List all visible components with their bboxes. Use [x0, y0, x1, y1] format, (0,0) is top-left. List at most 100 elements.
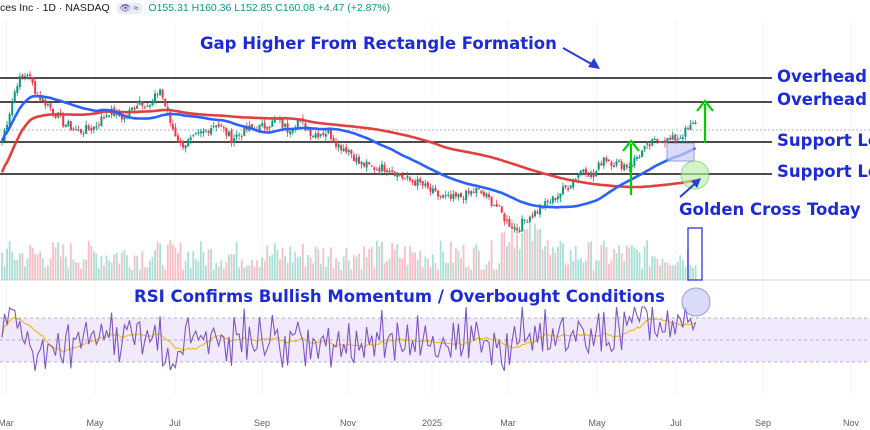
volume-bar [600, 245, 603, 280]
gap-annotation: Gap Higher From Rectangle Formation [200, 34, 557, 53]
candle-body [648, 144, 651, 147]
volume-bar [39, 251, 42, 280]
candle-body [556, 196, 559, 200]
volume-bar [615, 253, 618, 280]
candle-body [505, 219, 508, 221]
volume-bar [294, 251, 297, 280]
candle-body [500, 206, 503, 213]
candle-body [174, 127, 177, 137]
candle-body [391, 170, 394, 172]
volume-bar [350, 269, 353, 280]
volume-bar [467, 265, 470, 280]
volume-bar [34, 254, 37, 280]
candle-body [138, 100, 141, 105]
candle-body [396, 172, 399, 178]
candle-body [324, 134, 327, 137]
volume-bar [164, 269, 167, 280]
candle-body [686, 127, 689, 129]
volume-bar [659, 265, 661, 280]
volume-bar [253, 266, 256, 280]
volume-bar [21, 252, 24, 280]
volume-bar [416, 259, 419, 280]
volume-bar [75, 262, 77, 280]
rsi-line [1, 306, 697, 372]
volume-bar [490, 240, 493, 280]
volume-bar [24, 266, 26, 280]
candle-body [39, 95, 42, 101]
volume-bar [85, 259, 88, 280]
volume-bar [18, 253, 21, 280]
candle-body [653, 138, 656, 140]
volume-bar [217, 266, 220, 280]
candle-body [23, 76, 26, 78]
candle-body [11, 102, 14, 116]
volume-bar [541, 249, 544, 280]
candle-body [156, 94, 159, 96]
candle-body [533, 210, 536, 217]
volume-bar [202, 252, 205, 280]
volume-bar [477, 250, 480, 280]
candle-body [370, 165, 373, 167]
volume-bar [307, 255, 309, 280]
candle-body [210, 128, 213, 135]
candle-body [314, 133, 317, 138]
volume-bar [363, 246, 365, 280]
candle-body [225, 127, 228, 136]
candle-body [508, 218, 511, 227]
volume-bar [692, 267, 694, 280]
volume-bar [633, 247, 636, 280]
volume-bar [141, 251, 144, 280]
candle-body [646, 143, 649, 145]
ohlc-change: +4.47 (+2.87%) [317, 2, 391, 14]
volume-bar [442, 251, 445, 280]
volume-bar [426, 258, 429, 280]
symbol-name[interactable]: ces Inc · 1D · NASDAQ [0, 2, 110, 14]
candle-body [526, 221, 529, 223]
volume-bar [429, 267, 432, 280]
candle-body [171, 123, 174, 129]
volume-bar [610, 259, 613, 280]
volume-bar [44, 267, 47, 280]
candle-body [597, 162, 600, 170]
volume-bar [108, 260, 110, 280]
volume-bar [261, 257, 263, 280]
candle-body [164, 98, 167, 107]
volume-bar [207, 249, 210, 280]
volume-bar [189, 268, 192, 280]
volume-bar [64, 256, 67, 280]
volume-bar [528, 221, 531, 280]
candle-body [212, 125, 215, 127]
volume-bar [16, 259, 19, 280]
candle-body [67, 121, 70, 126]
volume-bar [595, 260, 598, 280]
candle-body [26, 75, 29, 77]
volume-bar [312, 263, 314, 280]
volume-bar [192, 251, 195, 280]
candle-body [523, 220, 526, 222]
eye-icon[interactable]: 👁 ≈ [116, 3, 142, 14]
candle-body [105, 115, 108, 117]
volume-bar [500, 233, 503, 280]
volume-bar [174, 247, 177, 280]
volume-bar [559, 240, 562, 280]
volume-bar [263, 260, 266, 280]
volume-bar [289, 246, 292, 280]
candle-body [217, 124, 220, 127]
candle-body [572, 179, 575, 188]
candle-body [332, 137, 335, 142]
candle-body [197, 132, 200, 134]
volume-bar [3, 266, 6, 280]
volume-bar [251, 260, 253, 280]
candle-body [368, 162, 371, 165]
volume-bar [82, 259, 85, 280]
volume-bar [156, 241, 159, 280]
volume-bar [513, 247, 516, 280]
candle-body [462, 198, 465, 200]
volume-bar [437, 269, 439, 280]
candle-body [569, 186, 572, 189]
volume-bar [126, 255, 128, 280]
candle-body [434, 188, 437, 192]
candle-body [337, 144, 340, 148]
candle-body [340, 145, 343, 151]
candle-body [388, 170, 391, 173]
